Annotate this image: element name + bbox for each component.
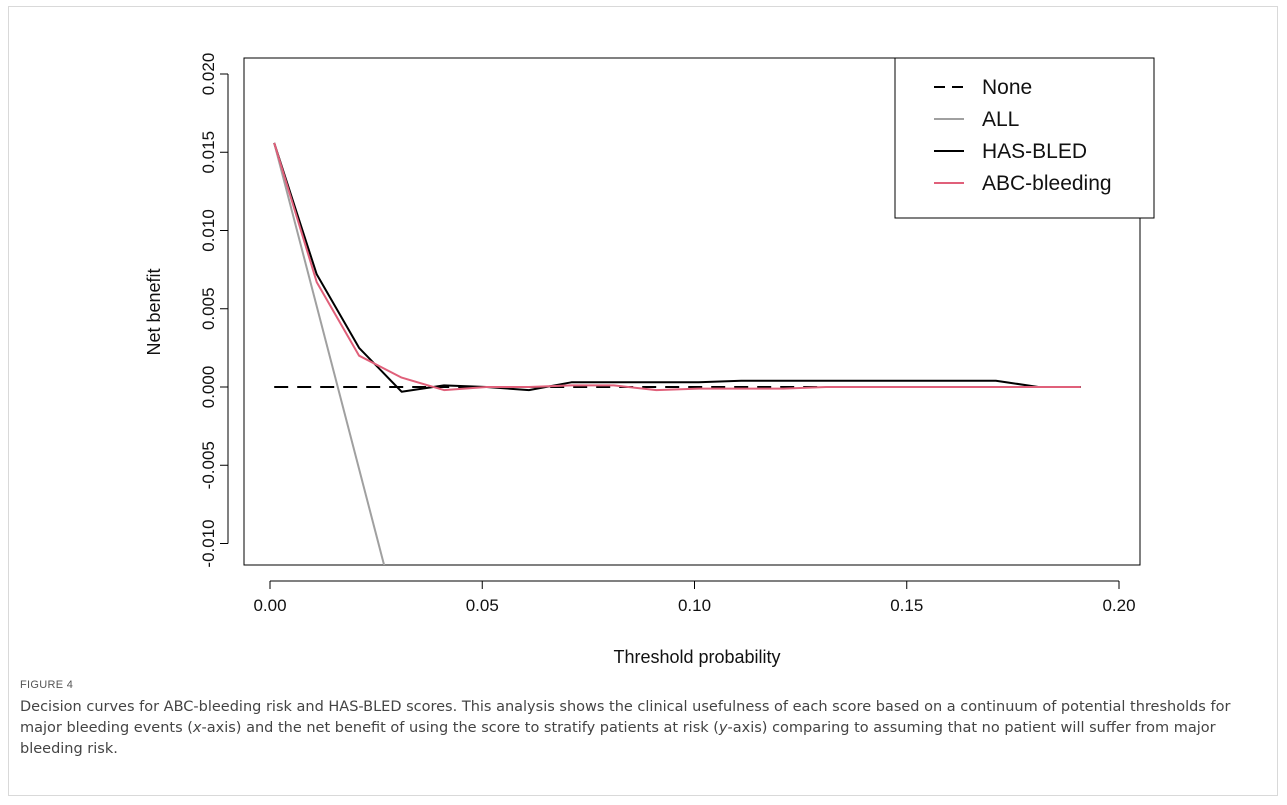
y-tick-label: 0.010	[199, 209, 218, 252]
series-line-all	[273, 142, 386, 565]
caption-segment: -axis) and the net benefit of using the …	[201, 720, 719, 736]
legend-label-none: None	[982, 76, 1032, 99]
x-tick-label: 0.20	[1102, 596, 1135, 615]
caption-italic-y: y	[718, 720, 728, 736]
caption-segment: -axis) comparing to assuming that no pat…	[20, 720, 1216, 757]
legend-label-has-bled: HAS-BLED	[982, 140, 1087, 163]
legend-label-all: ALL	[982, 108, 1019, 131]
x-tick-label: 0.10	[678, 596, 711, 615]
y-tick-label: 0.015	[199, 131, 218, 174]
plot-area-frame	[243, 57, 1141, 566]
legend-label-abc-bleeding: ABC-bleeding	[982, 172, 1112, 195]
y-axis-title: Net benefit	[144, 268, 164, 355]
y-tick-label: 0.000	[199, 366, 218, 409]
y-tick-label: -0.005	[199, 441, 218, 489]
legend-box	[894, 57, 1155, 219]
y-tick-label: -0.010	[199, 519, 218, 567]
x-tick-label: 0.00	[253, 596, 286, 615]
series-line-abc-bleeding	[273, 142, 1081, 392]
y-tick-label: 0.005	[199, 287, 218, 330]
y-tick-label: 0.020	[199, 53, 218, 96]
caption-italic-x: x	[192, 720, 202, 736]
x-axis-title: Threshold probability	[613, 647, 780, 667]
x-tick-label: 0.15	[890, 596, 923, 615]
figure-caption: Decision curves for ABC-bleeding risk an…	[20, 697, 1250, 760]
caption-segment: Decision curves for ABC-bleeding risk an…	[20, 699, 1231, 736]
x-tick-label: 0.05	[466, 596, 499, 615]
decision-curve-chart: -0.010 -0.005 0.000 0.005 0.010 0.015 0.020 0.0…	[144, 53, 1155, 667]
series-line-has-bled	[273, 142, 1081, 393]
figure-label: FIGURE 4	[20, 679, 74, 691]
